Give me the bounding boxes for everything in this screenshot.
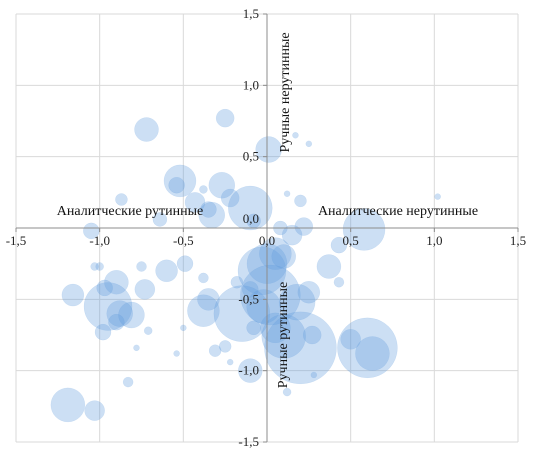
data-bubble bbox=[134, 279, 156, 300]
data-bubble bbox=[136, 261, 147, 272]
data-bubble bbox=[242, 281, 259, 298]
data-bubble bbox=[84, 400, 105, 421]
x-tick-label: 1,0 bbox=[426, 233, 442, 248]
data-bubble bbox=[292, 132, 299, 139]
data-bubble bbox=[96, 279, 113, 297]
y-tick-label: 0,5 bbox=[243, 149, 259, 164]
data-bubble bbox=[261, 314, 306, 359]
y-tick-label: 1,0 bbox=[243, 77, 259, 92]
data-bubble bbox=[255, 136, 282, 163]
data-bubble bbox=[240, 264, 301, 326]
data-bubble bbox=[173, 350, 180, 357]
data-bubble bbox=[118, 301, 145, 329]
data-bubble bbox=[337, 317, 398, 379]
data-bubble bbox=[134, 117, 159, 142]
data-bubble bbox=[330, 236, 348, 254]
data-bubble bbox=[342, 208, 386, 251]
quadrant-label-bottom: Ручные рутинные bbox=[276, 282, 291, 388]
data-bubble bbox=[230, 275, 244, 289]
y-tick-label: 0,0 bbox=[243, 211, 259, 226]
y-tick-label: -1,5 bbox=[238, 434, 259, 449]
data-bubble bbox=[297, 280, 321, 304]
quadrant-label-left: Аналитческие рутинные bbox=[57, 204, 203, 219]
data-bubble bbox=[176, 255, 194, 272]
data-bubble bbox=[305, 140, 313, 148]
data-bubble bbox=[278, 283, 316, 321]
data-bubble bbox=[108, 313, 125, 331]
data-bubble bbox=[83, 282, 133, 331]
data-bubble bbox=[310, 371, 318, 379]
data-bubble bbox=[294, 217, 314, 236]
data-bubble bbox=[133, 344, 140, 352]
data-bubble bbox=[238, 358, 263, 383]
data-bubble bbox=[200, 201, 217, 218]
data-bubble bbox=[246, 320, 261, 336]
data-bubble bbox=[152, 212, 168, 227]
data-bubble bbox=[281, 224, 303, 246]
x-tick-label: -0,5 bbox=[173, 233, 194, 248]
data-bubble bbox=[115, 193, 128, 206]
data-bubble bbox=[316, 254, 342, 279]
data-bubble bbox=[220, 188, 240, 208]
data-bubble bbox=[294, 194, 307, 208]
data-bubble bbox=[282, 387, 292, 397]
data-bubble bbox=[168, 176, 185, 194]
y-tick-label: -1,0 bbox=[238, 363, 259, 378]
data-bubble bbox=[50, 387, 86, 423]
data-bubble bbox=[218, 340, 232, 353]
data-bubble bbox=[264, 311, 337, 385]
data-bubble bbox=[228, 185, 273, 231]
data-bubble bbox=[95, 262, 104, 271]
data-bubble bbox=[302, 325, 322, 345]
data-bubble bbox=[271, 244, 296, 269]
x-tick-label: 0,0 bbox=[259, 233, 275, 248]
x-tick-label: 0,5 bbox=[343, 233, 359, 248]
data-bubble bbox=[208, 344, 222, 357]
data-bubble bbox=[61, 283, 85, 307]
x-tick-label: -1,5 bbox=[6, 233, 27, 248]
data-bubble bbox=[199, 185, 208, 194]
data-bubble bbox=[187, 294, 220, 327]
data-bubble bbox=[198, 272, 209, 284]
data-bubble bbox=[208, 171, 236, 199]
data-bubble bbox=[155, 259, 178, 283]
data-bubble bbox=[106, 300, 133, 327]
data-bubble bbox=[213, 285, 271, 342]
data-bubble bbox=[283, 190, 291, 198]
data-bubble bbox=[197, 288, 220, 311]
data-bubble bbox=[122, 376, 134, 388]
data-bubble bbox=[163, 164, 197, 198]
x-tick-label: 1,5 bbox=[510, 233, 526, 248]
data-bubble bbox=[355, 336, 390, 371]
data-bubble bbox=[143, 326, 153, 335]
data-bubble bbox=[434, 193, 441, 200]
data-bubble bbox=[237, 246, 287, 296]
data-bubble bbox=[215, 108, 235, 128]
data-bubble bbox=[260, 312, 291, 344]
data-bubble bbox=[226, 358, 234, 366]
y-tick-label: -0,5 bbox=[238, 291, 259, 306]
quadrant-label-right: Аналитческие нерутинные bbox=[318, 204, 478, 219]
data-bubble bbox=[340, 329, 361, 350]
y-tick-label: 1,5 bbox=[243, 6, 259, 21]
x-tick-label: -1,0 bbox=[89, 233, 110, 248]
data-bubble bbox=[94, 323, 112, 341]
data-bubble bbox=[184, 192, 206, 213]
data-bubble bbox=[246, 289, 281, 324]
data-bubble bbox=[104, 269, 129, 295]
data-bubble bbox=[180, 324, 187, 332]
data-bubble bbox=[333, 276, 345, 288]
quadrant-label-top: Ручные нерутинные bbox=[278, 32, 293, 152]
data-bubble bbox=[90, 262, 99, 271]
